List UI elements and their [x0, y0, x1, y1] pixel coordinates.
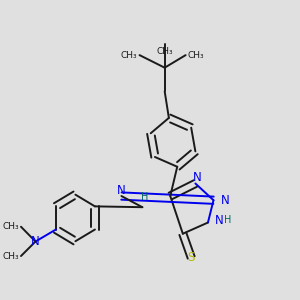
- Text: N: N: [117, 184, 126, 197]
- Text: CH₃: CH₃: [2, 251, 19, 260]
- Text: N: N: [220, 194, 229, 207]
- Text: CH₃: CH₃: [121, 51, 137, 60]
- Text: CH₃: CH₃: [156, 47, 173, 56]
- Text: CH₃: CH₃: [188, 51, 205, 60]
- Text: N: N: [31, 235, 40, 248]
- Text: S: S: [188, 251, 195, 264]
- Text: H: H: [224, 215, 232, 225]
- Text: N: N: [192, 171, 201, 184]
- Text: H: H: [141, 192, 148, 202]
- Text: N: N: [215, 214, 224, 227]
- Text: CH₃: CH₃: [2, 222, 19, 231]
